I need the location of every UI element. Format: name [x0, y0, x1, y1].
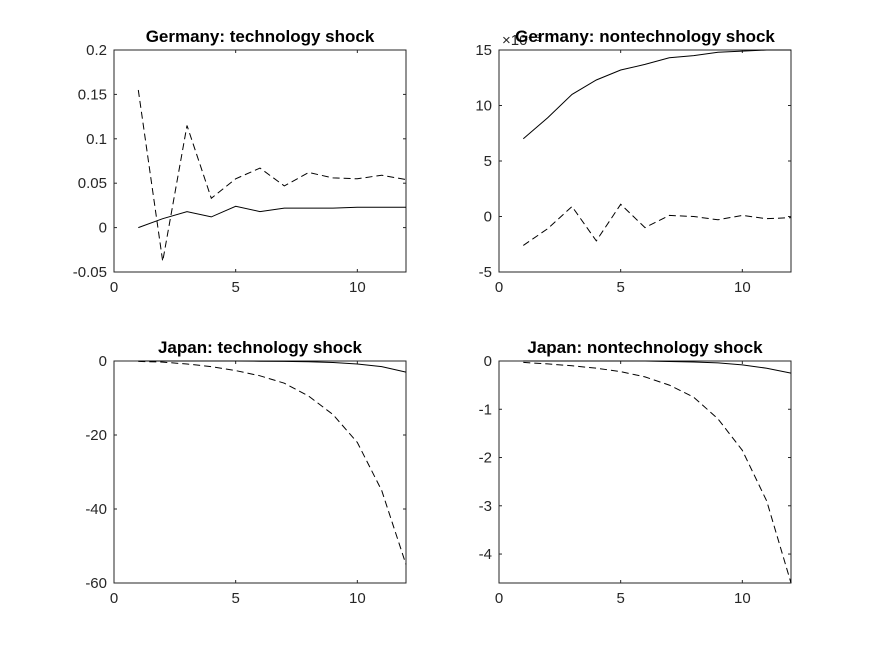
series-line-solid	[138, 360, 407, 373]
chart-title: Germany: nontechnology shock	[515, 27, 775, 46]
y-tick-label: 0.1	[86, 131, 107, 148]
chart-title: Japan: technology shock	[158, 338, 363, 357]
x-tick-label: 10	[734, 279, 751, 296]
series-line-dashed	[137, 89, 407, 262]
y-tick-label: 0.05	[78, 175, 107, 192]
chart-panel-4: 0 5 10 0 -1 -2 -3 -4 Japan: nontechnology shock	[479, 338, 792, 607]
chart-title: Japan: nontechnology shock	[527, 338, 763, 357]
y-tick-label: -2	[479, 450, 492, 467]
y-exponent-label: ×10⁻³	[502, 32, 540, 49]
y-tick-label: 0	[484, 353, 492, 370]
y-tick-label: -5	[479, 264, 492, 281]
x-tick-label: 0	[495, 590, 503, 607]
x-tick-label: 0	[495, 279, 503, 296]
series-line-dashed	[138, 360, 407, 565]
chart-title: Germany: technology shock	[146, 27, 375, 46]
series-line-dashed	[523, 203, 792, 246]
x-tick-label: 5	[231, 279, 239, 296]
x-tick-label: 0	[110, 279, 118, 296]
chart-panel-3: 0 5 10 0 -20 -40 -60 Japan: technology shock	[85, 338, 407, 607]
x-tick-label: 5	[616, 279, 624, 296]
y-tick-label: 0	[99, 220, 107, 237]
plot-area	[113, 360, 407, 584]
x-tick-label: 10	[734, 590, 751, 607]
y-tick-label: -1	[479, 401, 492, 418]
series-line-solid	[523, 360, 792, 374]
series-line-solid	[522, 49, 791, 140]
y-tick-label: 0	[99, 353, 107, 370]
x-tick-label: 5	[616, 590, 624, 607]
x-tick-label: 10	[349, 590, 366, 607]
y-tick-label: -3	[479, 498, 492, 515]
y-tick-label: 5	[484, 153, 492, 170]
series-line-dashed	[523, 361, 792, 584]
plot-area	[498, 360, 792, 584]
y-tick-label: -0.05	[73, 264, 107, 281]
x-tick-label: 10	[349, 279, 366, 296]
plot-area	[498, 49, 792, 273]
y-tick-label: 0.15	[78, 86, 107, 103]
y-tick-label: 0	[484, 209, 492, 226]
x-tick-label: 0	[110, 590, 118, 607]
y-tick-label: 10	[475, 98, 492, 115]
y-tick-label: -40	[85, 501, 107, 518]
y-tick-label: -4	[479, 546, 492, 563]
series-line-solid	[138, 205, 406, 229]
plot-area	[113, 49, 407, 273]
y-tick-label: -20	[85, 427, 107, 444]
y-tick-label: 15	[475, 42, 492, 59]
x-tick-label: 5	[231, 590, 239, 607]
y-tick-label: -60	[85, 575, 107, 592]
y-tick-label: 0.2	[86, 42, 107, 59]
